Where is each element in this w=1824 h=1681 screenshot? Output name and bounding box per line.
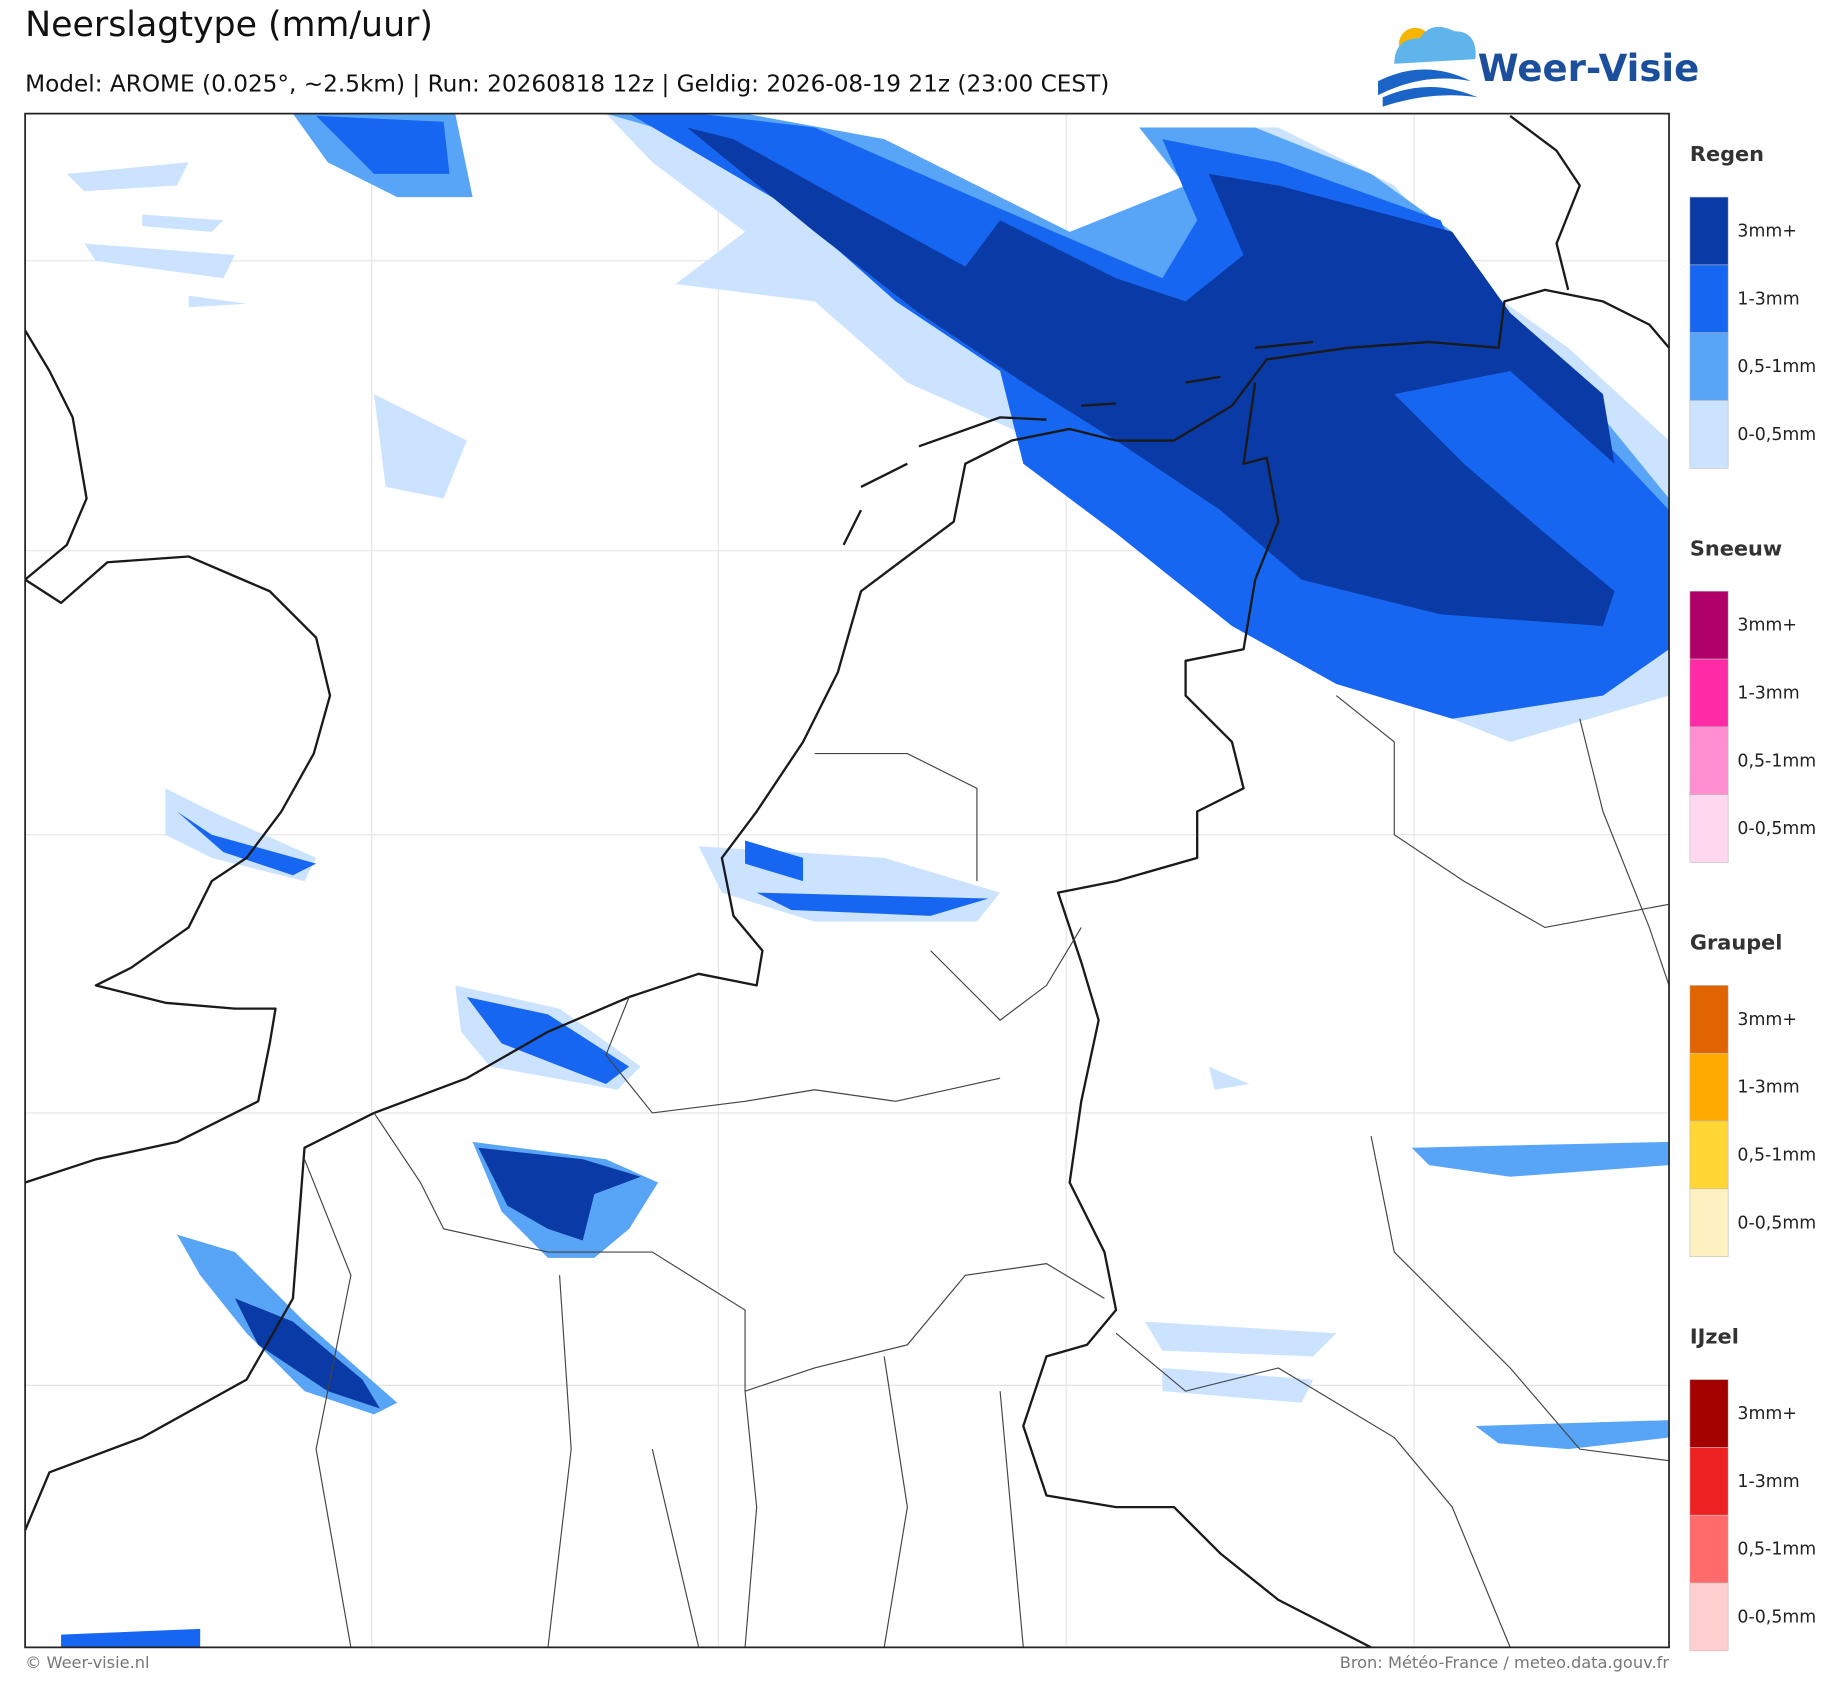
legend-label: 0-0,5mm <box>1737 1607 1816 1627</box>
rain-heavy <box>61 1628 201 1648</box>
rain-very-heavy <box>478 1147 641 1241</box>
legend-label: 3mm+ <box>1737 1404 1796 1424</box>
legend-swatch <box>1689 658 1729 728</box>
legend-label: 1-3mm <box>1737 1078 1799 1098</box>
legend-label: 1-3mm <box>1737 1472 1799 1492</box>
coastlines <box>24 115 1670 1649</box>
logo-waves <box>1378 69 1478 107</box>
coastline <box>24 329 88 581</box>
rain-very-heavy <box>234 1298 380 1409</box>
logo: Weer-Visie <box>1378 26 1700 107</box>
rain-heavy <box>466 997 630 1084</box>
legend-title: Sneeuw <box>1690 536 1782 560</box>
legend-label: 0,5-1mm <box>1737 751 1816 771</box>
subtitle: Model: AROME (0.025°, ~2.5km) | Run: 202… <box>25 71 1109 98</box>
legend-swatch <box>1689 726 1729 795</box>
legend-title: Regen <box>1690 142 1764 166</box>
legend-label: 0-0,5mm <box>1737 425 1816 445</box>
rain-heavy <box>316 115 450 174</box>
borders <box>303 695 1670 1648</box>
legend-swatch <box>1689 332 1729 401</box>
legend: Regen 3mm+ 1-3mm 0,5-1mm 0-0,5mm Sneeuw 3mm+ 1-… <box>1689 142 1816 1652</box>
legend-label: 0-0,5mm <box>1737 1213 1816 1233</box>
islands <box>842 340 1314 546</box>
footer-right: Bron: Météo-France / meteo.data.gouv.fr <box>1340 1653 1670 1672</box>
logo-cloud <box>1394 26 1476 64</box>
legend-swatch <box>1689 264 1729 334</box>
legend-swatch <box>1689 1582 1729 1652</box>
legend-label: 3mm+ <box>1737 221 1796 241</box>
coastline <box>24 288 1670 1531</box>
precipitation <box>61 113 1670 1648</box>
legend-title: Graupel <box>1690 930 1783 954</box>
map-frame <box>24 112 1670 1649</box>
legend-label: 0-0,5mm <box>1737 819 1816 839</box>
legend-label: 3mm+ <box>1737 616 1796 636</box>
legend-swatch <box>1689 985 1729 1054</box>
rain-heavy <box>745 840 989 916</box>
legend-swatch <box>1689 794 1729 863</box>
legend-label: 1-3mm <box>1737 683 1799 703</box>
legend-swatch <box>1689 590 1729 660</box>
legend-swatch <box>1689 196 1729 266</box>
legend-swatch <box>1689 1188 1729 1257</box>
map <box>24 112 1670 1649</box>
legend-label: 3mm+ <box>1737 1010 1796 1030</box>
coastline <box>24 555 332 1184</box>
coastline <box>1022 382 1372 1649</box>
legend-title: IJzel <box>1690 1325 1739 1349</box>
rain-light <box>66 162 1337 1403</box>
legend-swatch <box>1689 1514 1729 1584</box>
border <box>303 695 1670 1648</box>
rain-very-heavy <box>687 127 1615 627</box>
coastline <box>1509 115 1581 291</box>
legend-label: 1-3mm <box>1737 289 1799 309</box>
footer-left: © Weer-visie.nl <box>25 1653 149 1672</box>
legend-label: 0,5-1mm <box>1737 1540 1816 1560</box>
legend-swatch <box>1689 1447 1729 1516</box>
rain-heavy <box>176 811 317 876</box>
title: Neerslagtype (mm/uur) <box>25 5 433 45</box>
legend-swatch <box>1689 1379 1729 1448</box>
legend-swatch <box>1689 1120 1729 1190</box>
legend-swatch <box>1689 400 1729 469</box>
logo-text: Weer-Visie <box>1478 47 1700 90</box>
legend-label: 0,5-1mm <box>1737 1145 1816 1165</box>
legend-swatch <box>1689 1052 1729 1122</box>
legend-label: 0,5-1mm <box>1737 357 1816 377</box>
